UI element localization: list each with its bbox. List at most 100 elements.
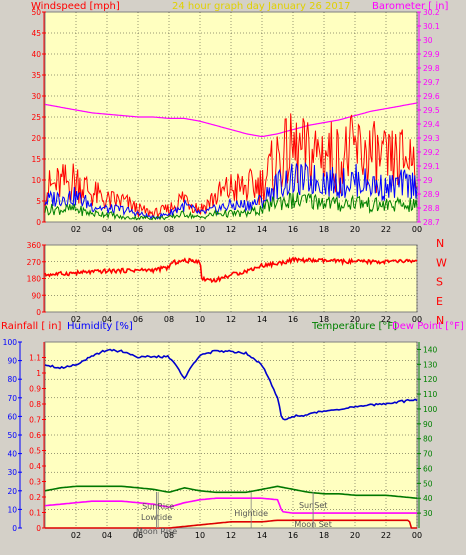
direction-y-axis: 0 90 180 270 360 [27,241,46,317]
x-tick-label: 10 [195,315,205,324]
y-tick-label: 0 [36,218,41,227]
y-tick-label: 29.2 [423,148,440,157]
x-tick-label: 08 [164,315,174,324]
x-tick-label: 18 [319,315,329,324]
wind-gust-line [44,113,418,219]
y-tick-label: 29.9 [423,50,440,59]
x-tick-label: 14 [257,531,267,540]
x-tick-label: 20 [350,315,360,324]
y-tick-label: 0.5 [29,447,41,456]
x-tick-label: 08 [164,531,174,540]
humidity-line [44,348,418,421]
y-tick-label: 28.9 [423,190,440,199]
compass-letter: N [436,314,444,327]
y-tick-label: 15 [31,155,41,164]
y-tick-label: 35 [31,71,41,80]
x-tick-label: 18 [319,225,329,234]
x-tick-label: 12 [226,225,236,234]
x-tick-label: 06 [133,531,143,540]
y-tick-label: 60 [7,412,17,421]
y-tick-label: 30 [7,468,17,477]
y-tick-label: 29 [423,176,433,185]
y-tick-label: 100 [423,405,438,414]
y-tick-label: 20 [7,487,17,496]
y-tick-label: 80 [423,435,433,444]
x-tick-label: 16 [288,225,298,234]
y-tick-label: 60 [423,464,433,473]
compass-letter: E [436,295,443,308]
y-tick-label: 0.2 [29,493,41,502]
y-tick-label: 0.7 [29,416,41,425]
x-tick-label: 10 [195,225,205,234]
y-tick-label: 50 [7,431,17,440]
y-tick-label: 130 [423,360,438,369]
x-tick-label: 04 [102,531,112,540]
y-tick-label: 30 [31,92,41,101]
y-tick-label: 80 [7,375,17,384]
y-tick-label: 1.1 [29,354,41,363]
wind-y-axis: 0 5 10 15 20 25 30 35 40 45 50 [31,8,46,227]
x-tick-label: 18 [319,531,329,540]
y-tick-label: 0.6 [29,431,41,440]
annotation-label: Moon Rise [136,527,177,536]
y-tick-label: 360 [27,241,42,250]
y-tick-label: 90 [423,420,433,429]
y-tick-label: 30.2 [423,8,440,17]
x-tick-label: 10 [195,531,205,540]
x-tick-label: 04 [102,315,112,324]
annotation-label: Moon Set [294,520,331,529]
x-tick-label: 14 [257,225,267,234]
x-tick-label: 22 [381,531,391,540]
x-tick-label: 00 [412,315,422,324]
humidity-x-axis: 02 04 06 08 10 12 14 16 18 20 22 00 [71,342,422,540]
y-tick-label: 40 [423,494,433,503]
x-tick-label: 02 [71,315,81,324]
compass-letter: W [436,256,447,269]
y-tick-label: 29.5 [423,106,440,115]
y-tick-label: 100 [3,338,18,347]
dew-point-line [44,497,417,514]
y-tick-label: 50 [423,479,433,488]
y-tick-label: 29.6 [423,92,440,101]
barometer-y-axis: 28.7 28.8 28.9 29 29.1 29.2 29.3 29.4 29.5 29.6 29… [417,8,440,227]
x-tick-label: 20 [350,225,360,234]
y-tick-label: 0 [36,524,41,533]
compass-letter: S [436,276,443,289]
x-tick-label: 04 [102,225,112,234]
plot-layer: 02 04 06 08 10 12 14 16 18 20 22 000510152025303540… [3,8,440,540]
y-tick-label: 28.7 [423,218,440,227]
x-tick-label: 20 [350,531,360,540]
humidity-y-axis: 0 10 20 30 40 50 60 70 80 90 100 [3,338,22,533]
y-tick-label: 10 [7,505,17,514]
graph-title: 24 hour graph day January 26 2017 [172,1,350,12]
y-tick-label: 29.1 [423,162,440,171]
y-tick-label: 29.8 [423,64,440,73]
x-tick-label: 12 [226,315,236,324]
y-tick-label: 40 [7,450,17,459]
y-tick-label: 20 [31,134,41,143]
y-tick-label: 180 [27,275,42,284]
x-tick-label: 14 [257,315,267,324]
y-tick-label: 0 [36,308,41,317]
rainfall-line [45,519,417,529]
y-tick-label: 30.1 [423,22,440,31]
y-tick-label: 50 [31,8,41,17]
wind-axis-title: Windspeed [mph] [31,1,120,12]
x-tick-label: 02 [71,531,81,540]
y-tick-label: 0 [12,524,17,533]
x-tick-label: 12 [226,531,236,540]
rainfall-axis-title: Rainfall [ in] [1,321,62,332]
y-tick-label: 30 [423,36,433,45]
x-tick-label: 06 [133,225,143,234]
x-tick-label: 06 [133,315,143,324]
wind-lull-line [44,192,418,221]
y-tick-label: 70 [423,450,433,459]
y-tick-label: 10 [31,176,41,185]
x-tick-label: 22 [381,225,391,234]
barometer-axis-title: Barometer [ in] [372,1,448,12]
dewpoint-axis-title: Dew Point [°F] [392,321,464,332]
y-tick-label: 140 [423,345,438,354]
y-tick-label: 28.8 [423,204,440,213]
